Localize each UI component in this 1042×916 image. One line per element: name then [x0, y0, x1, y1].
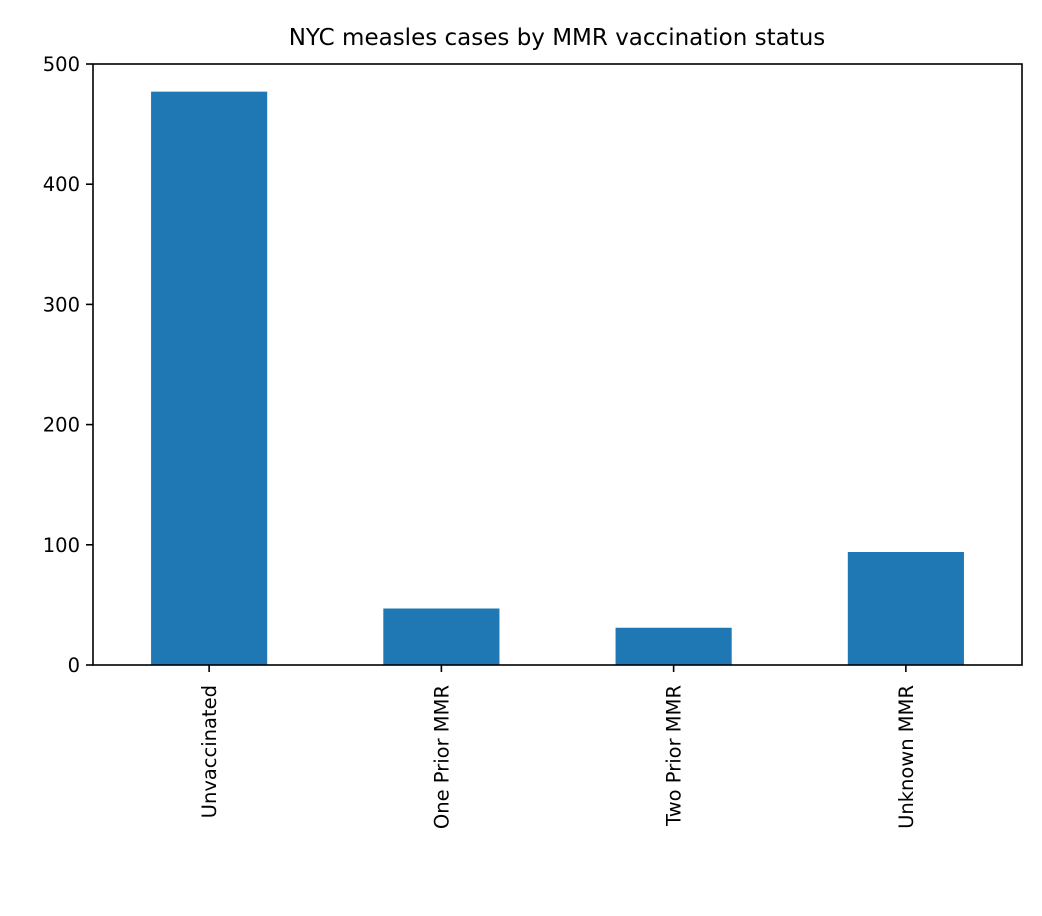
bar-two-prior-mmr — [615, 627, 732, 665]
y-tick-label: 300 — [43, 293, 80, 316]
bar-unvaccinated — [151, 91, 268, 665]
y-axis: 0 100 200 300 400 500 — [43, 53, 93, 677]
chart-title: NYC measles cases by MMR vaccination sta… — [289, 25, 826, 51]
plot-frame — [92, 63, 1023, 666]
y-tick-label: 0 — [68, 654, 80, 677]
bar-one-prior-mmr — [383, 608, 500, 665]
y-tick-label: 200 — [43, 414, 80, 437]
bars-layer — [151, 91, 964, 665]
x-axis: Unvaccinated One Prior MMR Two Prior MMR Un… — [198, 665, 918, 829]
x-tick-label: Unknown MMR — [895, 685, 918, 829]
y-tick-label: 100 — [43, 534, 80, 557]
x-tick-label: Two Prior MMR — [663, 685, 686, 827]
bar-unknown-mmr — [847, 552, 964, 665]
y-tick-label: 400 — [43, 173, 80, 196]
y-tick-label: 500 — [43, 53, 80, 76]
x-tick-label: Unvaccinated — [198, 685, 221, 818]
x-tick-label: One Prior MMR — [430, 685, 453, 829]
